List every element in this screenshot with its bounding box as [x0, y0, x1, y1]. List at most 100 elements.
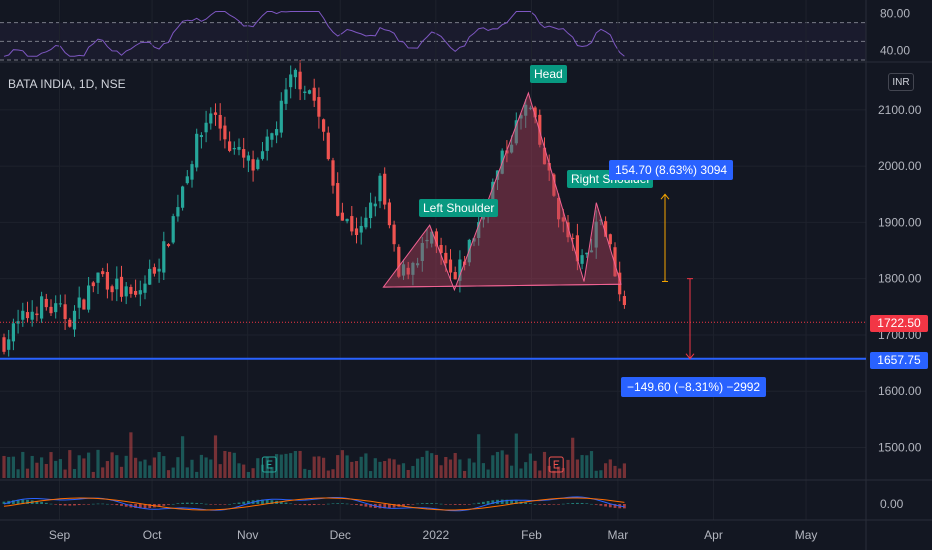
macd-histogram-bar	[406, 504, 410, 506]
price-grid	[0, 0, 866, 520]
candle-body	[542, 147, 547, 165]
currency-button[interactable]: INR	[888, 73, 914, 91]
volume-bar	[40, 457, 44, 478]
volume-bar	[505, 454, 509, 478]
macd-histogram-bar	[364, 504, 368, 507]
candle-body	[293, 69, 297, 78]
macd-histogram-bar	[303, 504, 307, 506]
macd-histogram-bar	[115, 504, 119, 506]
volume-bar	[585, 455, 589, 478]
pattern-shape	[382, 91, 622, 292]
volume-bar	[63, 469, 67, 478]
macd-histogram-bar	[416, 503, 419, 505]
measure-down-arrow	[685, 353, 695, 360]
macd-histogram-bar	[190, 502, 194, 504]
volume-bar	[528, 453, 532, 478]
macd-histogram-bar	[200, 503, 203, 504]
macd-histogram-bar	[26, 499, 29, 504]
macd-histogram-bar	[209, 504, 213, 505]
volume-bar	[345, 455, 349, 478]
volume-bar	[622, 463, 626, 478]
candle-body	[195, 133, 199, 168]
volume-bars	[2, 432, 626, 478]
volume-bar	[152, 457, 156, 478]
macd-histogram-bar	[477, 502, 481, 504]
volume-bar	[195, 471, 199, 478]
volume-bar	[481, 463, 485, 478]
macd-histogram-bar	[449, 504, 452, 505]
candle-body	[265, 136, 269, 151]
volume-bar	[289, 453, 293, 478]
volume-bar	[580, 455, 584, 478]
macd-histogram-bar	[40, 501, 43, 504]
candle-body	[72, 310, 77, 330]
candle-body	[604, 221, 608, 237]
macd-histogram-bar	[167, 504, 170, 505]
candle-body	[345, 218, 349, 222]
volume-bar	[594, 470, 598, 478]
time-tick-label: Sep	[49, 528, 71, 542]
candle-body	[557, 197, 561, 220]
time-tick-label: Apr	[704, 528, 723, 542]
time-tick-label: 2022	[423, 528, 450, 542]
macd-histogram-bar	[453, 504, 457, 505]
candle-body	[204, 122, 208, 133]
rsi-line	[3, 11, 625, 57]
candle-body	[303, 91, 307, 93]
volume-bar	[176, 457, 180, 478]
time-tick-label: Nov	[237, 528, 258, 542]
candle-body	[82, 299, 86, 310]
candle-body	[185, 176, 189, 184]
macd-histogram-bar	[120, 504, 123, 506]
candle-body	[406, 267, 410, 275]
candle-body	[11, 323, 15, 342]
macd-histogram-bar	[96, 503, 100, 505]
volume-bar	[213, 435, 218, 478]
volume-bar	[416, 458, 420, 478]
candle-body	[458, 259, 462, 281]
volume-bar	[124, 455, 128, 478]
candle-body	[119, 276, 124, 297]
candle-body	[571, 237, 575, 239]
candle-body	[7, 339, 11, 350]
volume-bar	[491, 455, 495, 478]
volume-bar	[49, 452, 53, 478]
volume-bar	[77, 455, 81, 478]
macd-histogram-bar	[538, 504, 542, 505]
price-tick-label: 2100.00	[878, 103, 922, 117]
macd-histogram-bar	[77, 504, 81, 506]
macd-histogram-bar	[21, 499, 25, 504]
volume-bar	[171, 467, 175, 478]
volume-bar	[181, 436, 185, 478]
candle-body	[547, 162, 551, 171]
candle-body	[138, 290, 142, 295]
macd-histogram-bar	[529, 503, 532, 504]
macd-histogram-bar	[171, 503, 175, 505]
measure-up-arrow	[660, 193, 670, 200]
macd-histogram-bar	[265, 499, 269, 504]
time-tick-label: Oct	[143, 528, 162, 542]
macd-histogram-bar	[68, 504, 72, 506]
volume-bar	[317, 456, 321, 478]
macd-histogram-bar	[270, 500, 274, 504]
macd-histogram-bar	[298, 504, 302, 505]
volume-bar	[458, 459, 462, 478]
volume-bar	[604, 463, 608, 478]
macd-histogram-bar	[510, 500, 513, 504]
last-price-flag: 1722.50	[870, 315, 928, 332]
volume-bar	[143, 459, 147, 478]
macd-histogram-bar	[430, 503, 434, 504]
macd-histogram-bar	[157, 504, 161, 507]
volume-bar	[434, 454, 438, 478]
macd-histogram-bar	[547, 504, 551, 505]
volume-bar	[237, 463, 241, 478]
measure-down-label: −149.60 (−8.31%) −2992	[621, 377, 767, 397]
candle-body	[312, 87, 316, 101]
candle-body	[392, 224, 396, 245]
candle-body	[251, 159, 255, 171]
candle-body	[91, 282, 95, 287]
candle-body	[110, 286, 114, 293]
volume-bar	[293, 450, 297, 478]
volume-bar	[542, 451, 547, 478]
